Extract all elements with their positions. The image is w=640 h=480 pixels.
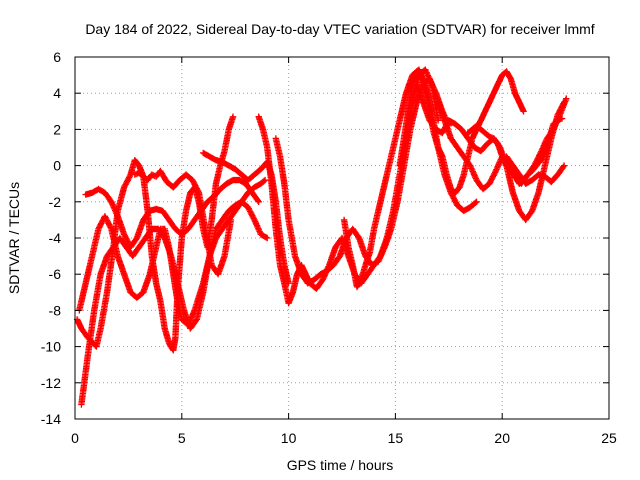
y-tick-labels: -14 -12 -10 -8 -6 -4 -2 0 2 4 6 xyxy=(41,49,61,427)
x-tick-label: 10 xyxy=(281,430,297,446)
x-tick-label: 5 xyxy=(178,430,186,446)
axis-ticks xyxy=(74,56,610,420)
y-tick-label: -8 xyxy=(49,302,62,318)
data-point-markers xyxy=(396,68,527,196)
series-arc5 xyxy=(131,167,235,278)
y-tick-label: -6 xyxy=(49,266,62,282)
y-tick-label: 0 xyxy=(53,158,61,174)
x-tick-label: 20 xyxy=(494,430,510,446)
y-tick-label: -4 xyxy=(49,230,62,246)
y-tick-label: -2 xyxy=(49,194,62,210)
y-axis-title: SDTVAR / TECUs xyxy=(6,182,22,294)
x-tick-labels: 0 5 10 15 20 25 xyxy=(71,430,617,446)
series-arc4 xyxy=(82,176,262,251)
data-points xyxy=(73,66,570,408)
data-point-markers xyxy=(82,176,262,251)
x-axis-title: GPS time / hours xyxy=(287,457,394,473)
x-tick-label: 25 xyxy=(601,430,617,446)
y-tick-label: -12 xyxy=(41,375,61,391)
y-tick-label: 2 xyxy=(53,121,61,137)
x-tick-label: 0 xyxy=(71,430,79,446)
series-arc10 xyxy=(396,68,527,196)
chart-title: Day 184 of 2022, Sidereal Day-to-day VTE… xyxy=(85,21,594,37)
y-tick-label: 6 xyxy=(53,49,61,65)
x-tick-label: 15 xyxy=(388,430,404,446)
series-arc14 xyxy=(503,153,568,187)
y-tick-label: -10 xyxy=(41,339,61,355)
y-tick-label: 4 xyxy=(53,85,61,101)
data-point-markers xyxy=(503,153,568,187)
y-tick-label: -14 xyxy=(41,411,61,427)
data-point-markers xyxy=(131,167,235,278)
